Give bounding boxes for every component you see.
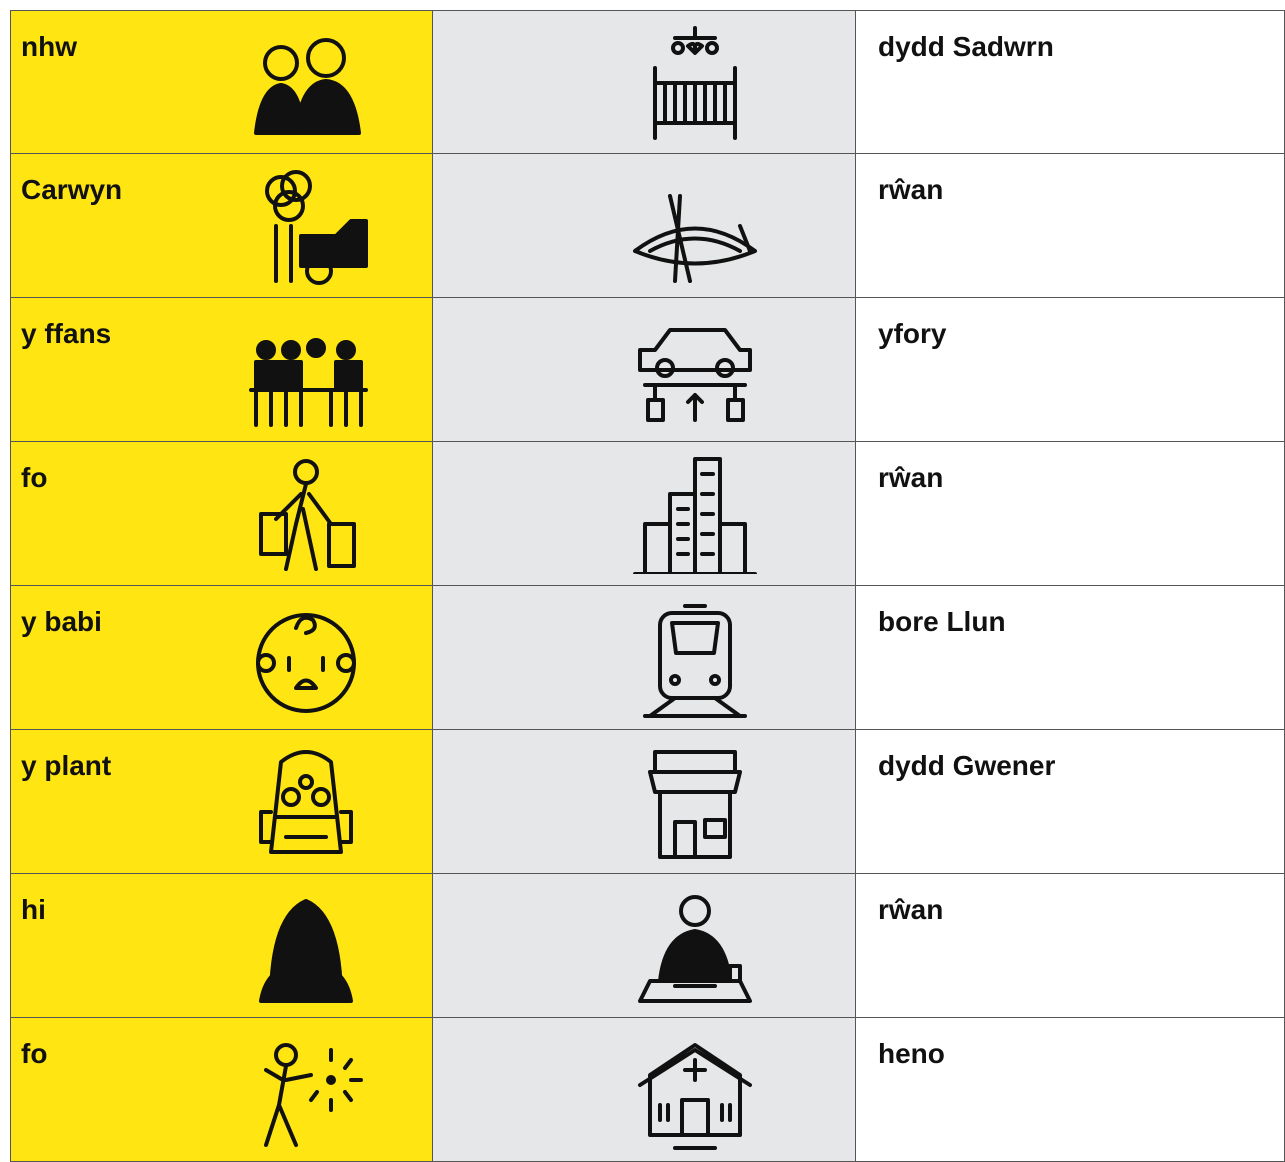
cell-text: rŵan: [878, 462, 944, 493]
cell-text: hi: [21, 894, 46, 925]
time-cell: dydd Sadwrn: [856, 10, 1285, 154]
picture-icon: [256, 613, 356, 713]
subject-cell: y babi: [10, 586, 433, 730]
picture-icon: [249, 338, 368, 427]
picture-cell: [433, 874, 856, 1018]
subject-cell: y plant: [10, 730, 433, 874]
picture-icon: [648, 750, 742, 859]
worksheet-table: nhw dydd Sadwrn Carwyn rŵan y ffans yfory fo rŵ…: [10, 10, 1285, 1162]
picture-icon: [633, 457, 757, 574]
picture-icon: [259, 750, 353, 854]
subject-cell: nhw: [10, 10, 433, 154]
time-cell: yfory: [856, 298, 1285, 442]
cell-text: heno: [878, 1038, 945, 1069]
picture-icon: [633, 194, 757, 283]
cell-text: yfory: [878, 318, 947, 349]
picture-icon: [259, 899, 353, 1003]
cell-text: bore Llun: [878, 606, 1006, 637]
time-cell: bore Llun: [856, 586, 1285, 730]
cell-text: rŵan: [878, 894, 944, 925]
cell-text: y plant: [21, 750, 112, 781]
picture-icon: [638, 1043, 752, 1150]
picture-icon: [638, 328, 752, 422]
picture-icon: [265, 170, 368, 285]
picture-cell: [433, 10, 856, 154]
picture-cell: [433, 730, 856, 874]
picture-icon: [643, 604, 747, 718]
picture-cell: [433, 298, 856, 442]
subject-cell: y ffans: [10, 298, 433, 442]
picture-icon: [259, 459, 356, 571]
picture-icon: [653, 26, 737, 140]
cell-text: nhw: [21, 31, 77, 62]
picture-cell: [433, 586, 856, 730]
cell-text: dydd Sadwrn: [878, 31, 1054, 62]
cell-text: dydd Gwener: [878, 750, 1056, 781]
time-cell: heno: [856, 1018, 1285, 1162]
time-cell: rŵan: [856, 154, 1285, 298]
subject-cell: hi: [10, 874, 433, 1018]
time-cell: rŵan: [856, 874, 1285, 1018]
picture-icon: [638, 895, 752, 1003]
picture-cell: [433, 1018, 856, 1162]
time-cell: dydd Gwener: [856, 730, 1285, 874]
subject-cell: fo: [10, 442, 433, 586]
cell-text: fo: [21, 1038, 48, 1069]
subject-cell: Carwyn: [10, 154, 433, 298]
cell-text: y ffans: [21, 318, 112, 349]
cell-text: Carwyn: [21, 174, 123, 205]
time-cell: rŵan: [856, 442, 1285, 586]
picture-icon: [264, 1043, 363, 1147]
cell-text: y babi: [21, 606, 102, 637]
picture-cell: [433, 442, 856, 586]
picture-icon: [254, 38, 361, 135]
cell-text: rŵan: [878, 174, 944, 205]
cell-text: fo: [21, 462, 48, 493]
picture-cell: [433, 154, 856, 298]
subject-cell: fo: [10, 1018, 433, 1162]
